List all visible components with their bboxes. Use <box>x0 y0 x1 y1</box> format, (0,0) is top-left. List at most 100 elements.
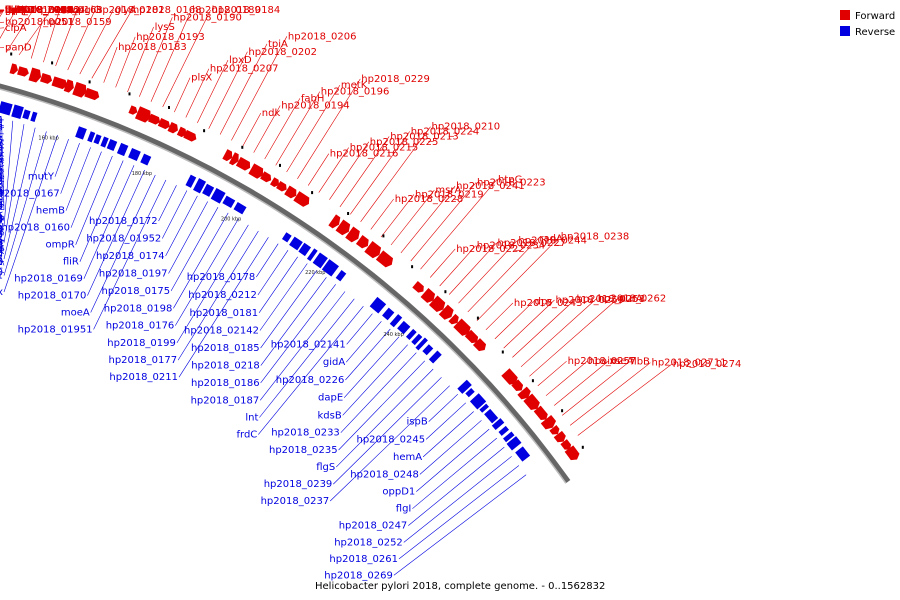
reverse-gene <box>397 320 411 335</box>
reverse-gene <box>202 183 215 197</box>
forward-gene-label: hp2018_0207 <box>210 64 279 75</box>
forward-gene <box>540 414 557 430</box>
leader-line <box>329 141 370 200</box>
leader-line <box>425 402 467 440</box>
leader-line <box>410 182 477 262</box>
forward-gene-label: fabH <box>301 93 325 104</box>
forward-gene <box>438 304 454 320</box>
reverse-gene-label: hp2018_0103 <box>0 227 3 238</box>
leader-line <box>170 207 219 292</box>
forward-gene <box>167 121 178 134</box>
leader-line <box>485 302 514 331</box>
forward-gene-label: hp2018_0137 <box>5 5 74 16</box>
marker <box>347 212 350 215</box>
reverse-gene-label: hp2018_0055 <box>0 225 3 236</box>
leader-line <box>0 9 5 11</box>
leader-line <box>529 298 619 377</box>
forward-gene-label: hp2018_0064 <box>5 5 74 16</box>
forward-gene-label: gmd <box>5 5 27 16</box>
reverse-gene-label: hp2018_0110 <box>0 245 3 256</box>
forward-gene-label: recA <box>52 5 75 16</box>
leader-line <box>520 298 597 368</box>
leader-line <box>242 112 262 147</box>
forward-gene-label: hp2018_0159 <box>43 17 112 28</box>
leader-line <box>420 179 498 270</box>
genome-backbone <box>0 83 571 484</box>
leader-line <box>562 361 630 416</box>
forward-gene-label: hp2018_0051 <box>5 17 74 28</box>
reverse-gene-label: hp2018_0226 <box>276 375 345 386</box>
leader-line <box>175 218 239 326</box>
reverse-gene-label: hp2018_0239 <box>264 479 333 490</box>
leader-line <box>275 91 321 166</box>
forward-gene <box>128 105 138 115</box>
reverse-gene-label: hp2018_0102 <box>0 214 3 225</box>
reverse-gene-label: hp2018_02142 <box>184 326 259 337</box>
leader-line <box>3 135 58 293</box>
leader-line <box>0 9 5 11</box>
legend-reverse-label: Reverse <box>855 27 895 38</box>
leader-line <box>158 185 177 222</box>
reverse-gene-label: hp2018_0218 <box>191 361 260 372</box>
reverse-gene-label: hp2018_0269 <box>324 570 393 581</box>
reverse-gene <box>503 431 515 443</box>
forward-gene-label: hp2018_0061 <box>5 5 74 16</box>
leader-line <box>0 9 5 11</box>
leader-line <box>0 9 5 11</box>
reverse-gene-label: hp2018_0187 <box>191 395 260 406</box>
reverse-gene-label: putP <box>0 195 3 206</box>
leader-line <box>30 21 43 59</box>
forward-gene-label: hp2018_0089 <box>5 5 74 16</box>
leader-line <box>333 377 442 485</box>
forward-gene <box>553 430 566 443</box>
forward-gene-label: hp2018_0088 <box>5 5 74 16</box>
leader-line <box>185 68 210 118</box>
leader-line <box>458 240 518 304</box>
leader-line <box>346 313 373 345</box>
reverse-gene-label: hp2018_0090 <box>0 148 3 159</box>
reverse-gene-label: ompR <box>46 240 75 251</box>
forward-gene-label: hp2018_0158 <box>5 5 74 16</box>
leader-line <box>512 298 576 358</box>
forward-gene-label: hp2018_0063 <box>5 5 74 16</box>
forward-gene <box>533 405 548 420</box>
reverse-gene-label: hp2018_01951 <box>18 324 93 335</box>
leader-line <box>329 385 450 502</box>
leader-line <box>127 26 154 93</box>
forward-gene <box>9 63 19 75</box>
reverse-gene-label: hp2018_0237 <box>261 496 330 507</box>
reverse-gene <box>335 270 347 282</box>
tick-label: 200 kbp <box>221 216 241 222</box>
marker <box>531 379 534 383</box>
forward-gene-label: thiS <box>5 5 24 16</box>
leader-line <box>297 78 361 179</box>
forward-gene <box>157 118 170 130</box>
reverse-gene-label: hp2018_0146 <box>0 238 3 249</box>
forward-gene-label: hp2018_0262 <box>598 294 667 305</box>
reverse-gene-label: hp2018_0145 <box>0 221 3 232</box>
forward-gene-label: hp2018_02711 <box>652 358 727 369</box>
leader-line <box>422 411 474 458</box>
leader-line <box>390 189 435 246</box>
leader-line <box>93 179 167 330</box>
leader-line <box>139 17 173 97</box>
reverse-gene-label: hp2018_0094 <box>0 172 3 183</box>
forward-gene-label: hp2018_0234 <box>477 241 546 252</box>
forward-gene-label: hp2018_0100 <box>5 5 74 16</box>
reverse-gene-label: tpx <box>0 287 3 298</box>
reverse-gene-label: hp2018_02141 <box>271 339 346 350</box>
marker <box>88 80 91 84</box>
forward-gene-label: hp2018_0229 <box>361 74 430 85</box>
forward-gene-label: fixO <box>5 5 25 16</box>
forward-gene-label: hp2018_01221 <box>5 5 80 16</box>
forward-gene-label: hp2018_0182 <box>96 5 165 16</box>
forward-gene <box>420 288 436 303</box>
leader-line <box>0 27 5 29</box>
reverse-gene <box>106 139 118 151</box>
marker <box>279 163 281 167</box>
leader-line <box>258 256 298 313</box>
reverse-gene-label: hp2018_0197 <box>99 269 168 280</box>
leader-line <box>260 284 336 384</box>
reverse-gene-label: oppD1 <box>382 487 415 498</box>
